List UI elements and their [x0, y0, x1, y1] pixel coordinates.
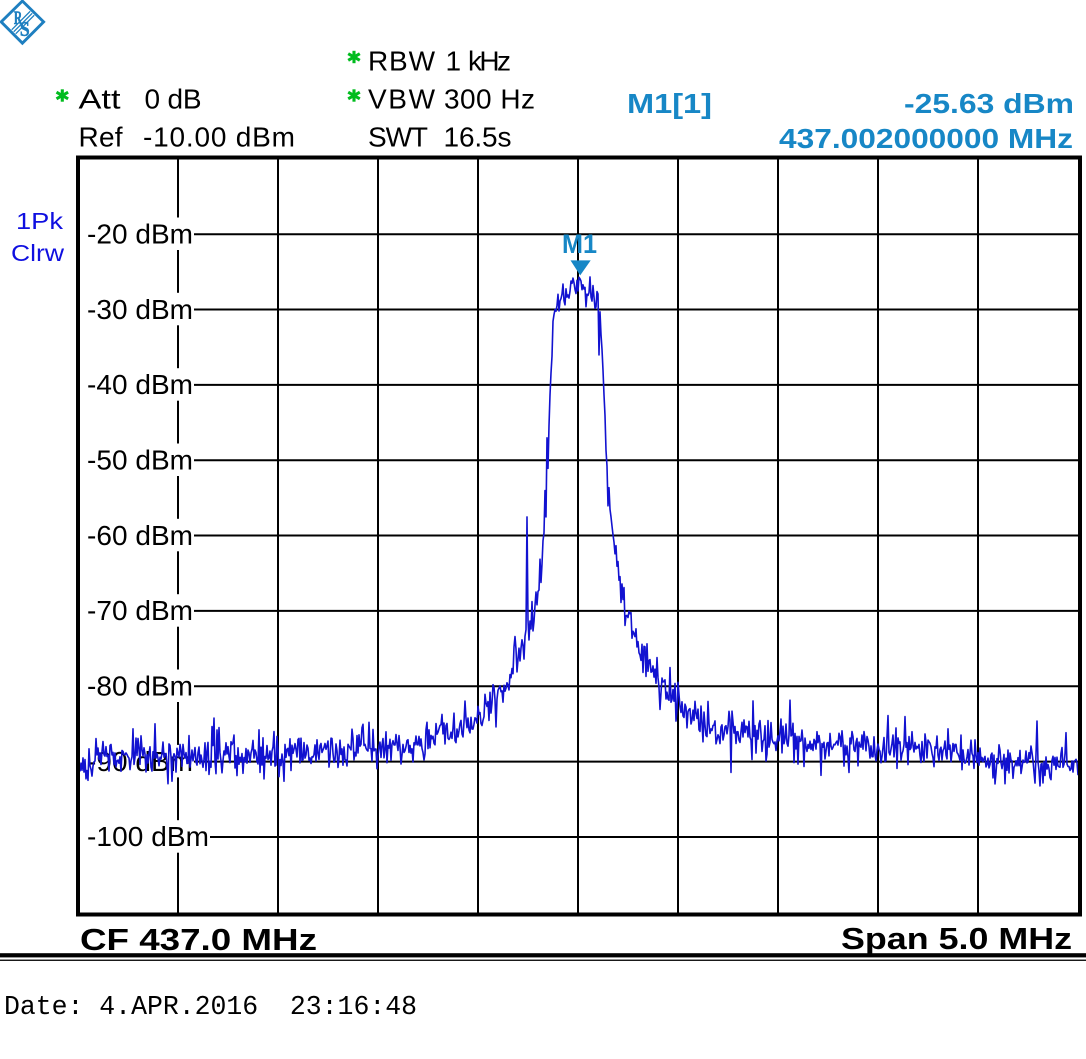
- svg-text:-80 dBm: -80 dBm: [87, 671, 193, 702]
- svg-text:-25.63 dBm: -25.63 dBm: [904, 88, 1074, 119]
- svg-text:-70 dBm: -70 dBm: [87, 595, 193, 626]
- svg-text:R: R: [14, 8, 23, 29]
- svg-text:SWT: SWT: [368, 122, 428, 153]
- svg-text:-100 dBm: -100 dBm: [87, 821, 209, 852]
- svg-text:-50 dBm: -50 dBm: [87, 445, 193, 476]
- svg-text:-60 dBm: -60 dBm: [87, 520, 193, 551]
- svg-text:Clrw: Clrw: [11, 240, 65, 266]
- svg-text:Att: Att: [79, 84, 121, 115]
- svg-text:M1: M1: [562, 229, 597, 259]
- svg-text:-40 dBm: -40 dBm: [87, 369, 193, 400]
- svg-text:-30 dBm: -30 dBm: [87, 294, 193, 325]
- svg-text:RBW: RBW: [368, 46, 436, 77]
- svg-text:S: S: [20, 17, 30, 41]
- svg-text:0 dB: 0 dB: [145, 84, 202, 115]
- svg-text:Ref: Ref: [79, 122, 123, 153]
- svg-text:CF 437.0 MHz: CF 437.0 MHz: [80, 922, 317, 957]
- svg-text:437.002000000 MHz: 437.002000000 MHz: [779, 123, 1073, 154]
- svg-text:16.5s: 16.5s: [444, 122, 512, 153]
- svg-text:1: 1: [446, 46, 462, 77]
- svg-text:1Pk: 1Pk: [16, 208, 63, 234]
- svg-text:kHz: kHz: [468, 46, 511, 77]
- svg-text:VBW: VBW: [368, 84, 436, 115]
- svg-text:M1[1]: M1[1]: [627, 88, 712, 119]
- svg-text:300 Hz: 300 Hz: [444, 84, 535, 115]
- svg-text:-10.00 dBm: -10.00 dBm: [143, 122, 295, 153]
- svg-text:Span 5.0 MHz: Span 5.0 MHz: [841, 921, 1072, 956]
- svg-text:Date: 4.APR.2016 23:16:48: Date: 4.APR.2016 23:16:48: [4, 992, 417, 1022]
- svg-text:-20 dBm: -20 dBm: [87, 219, 193, 250]
